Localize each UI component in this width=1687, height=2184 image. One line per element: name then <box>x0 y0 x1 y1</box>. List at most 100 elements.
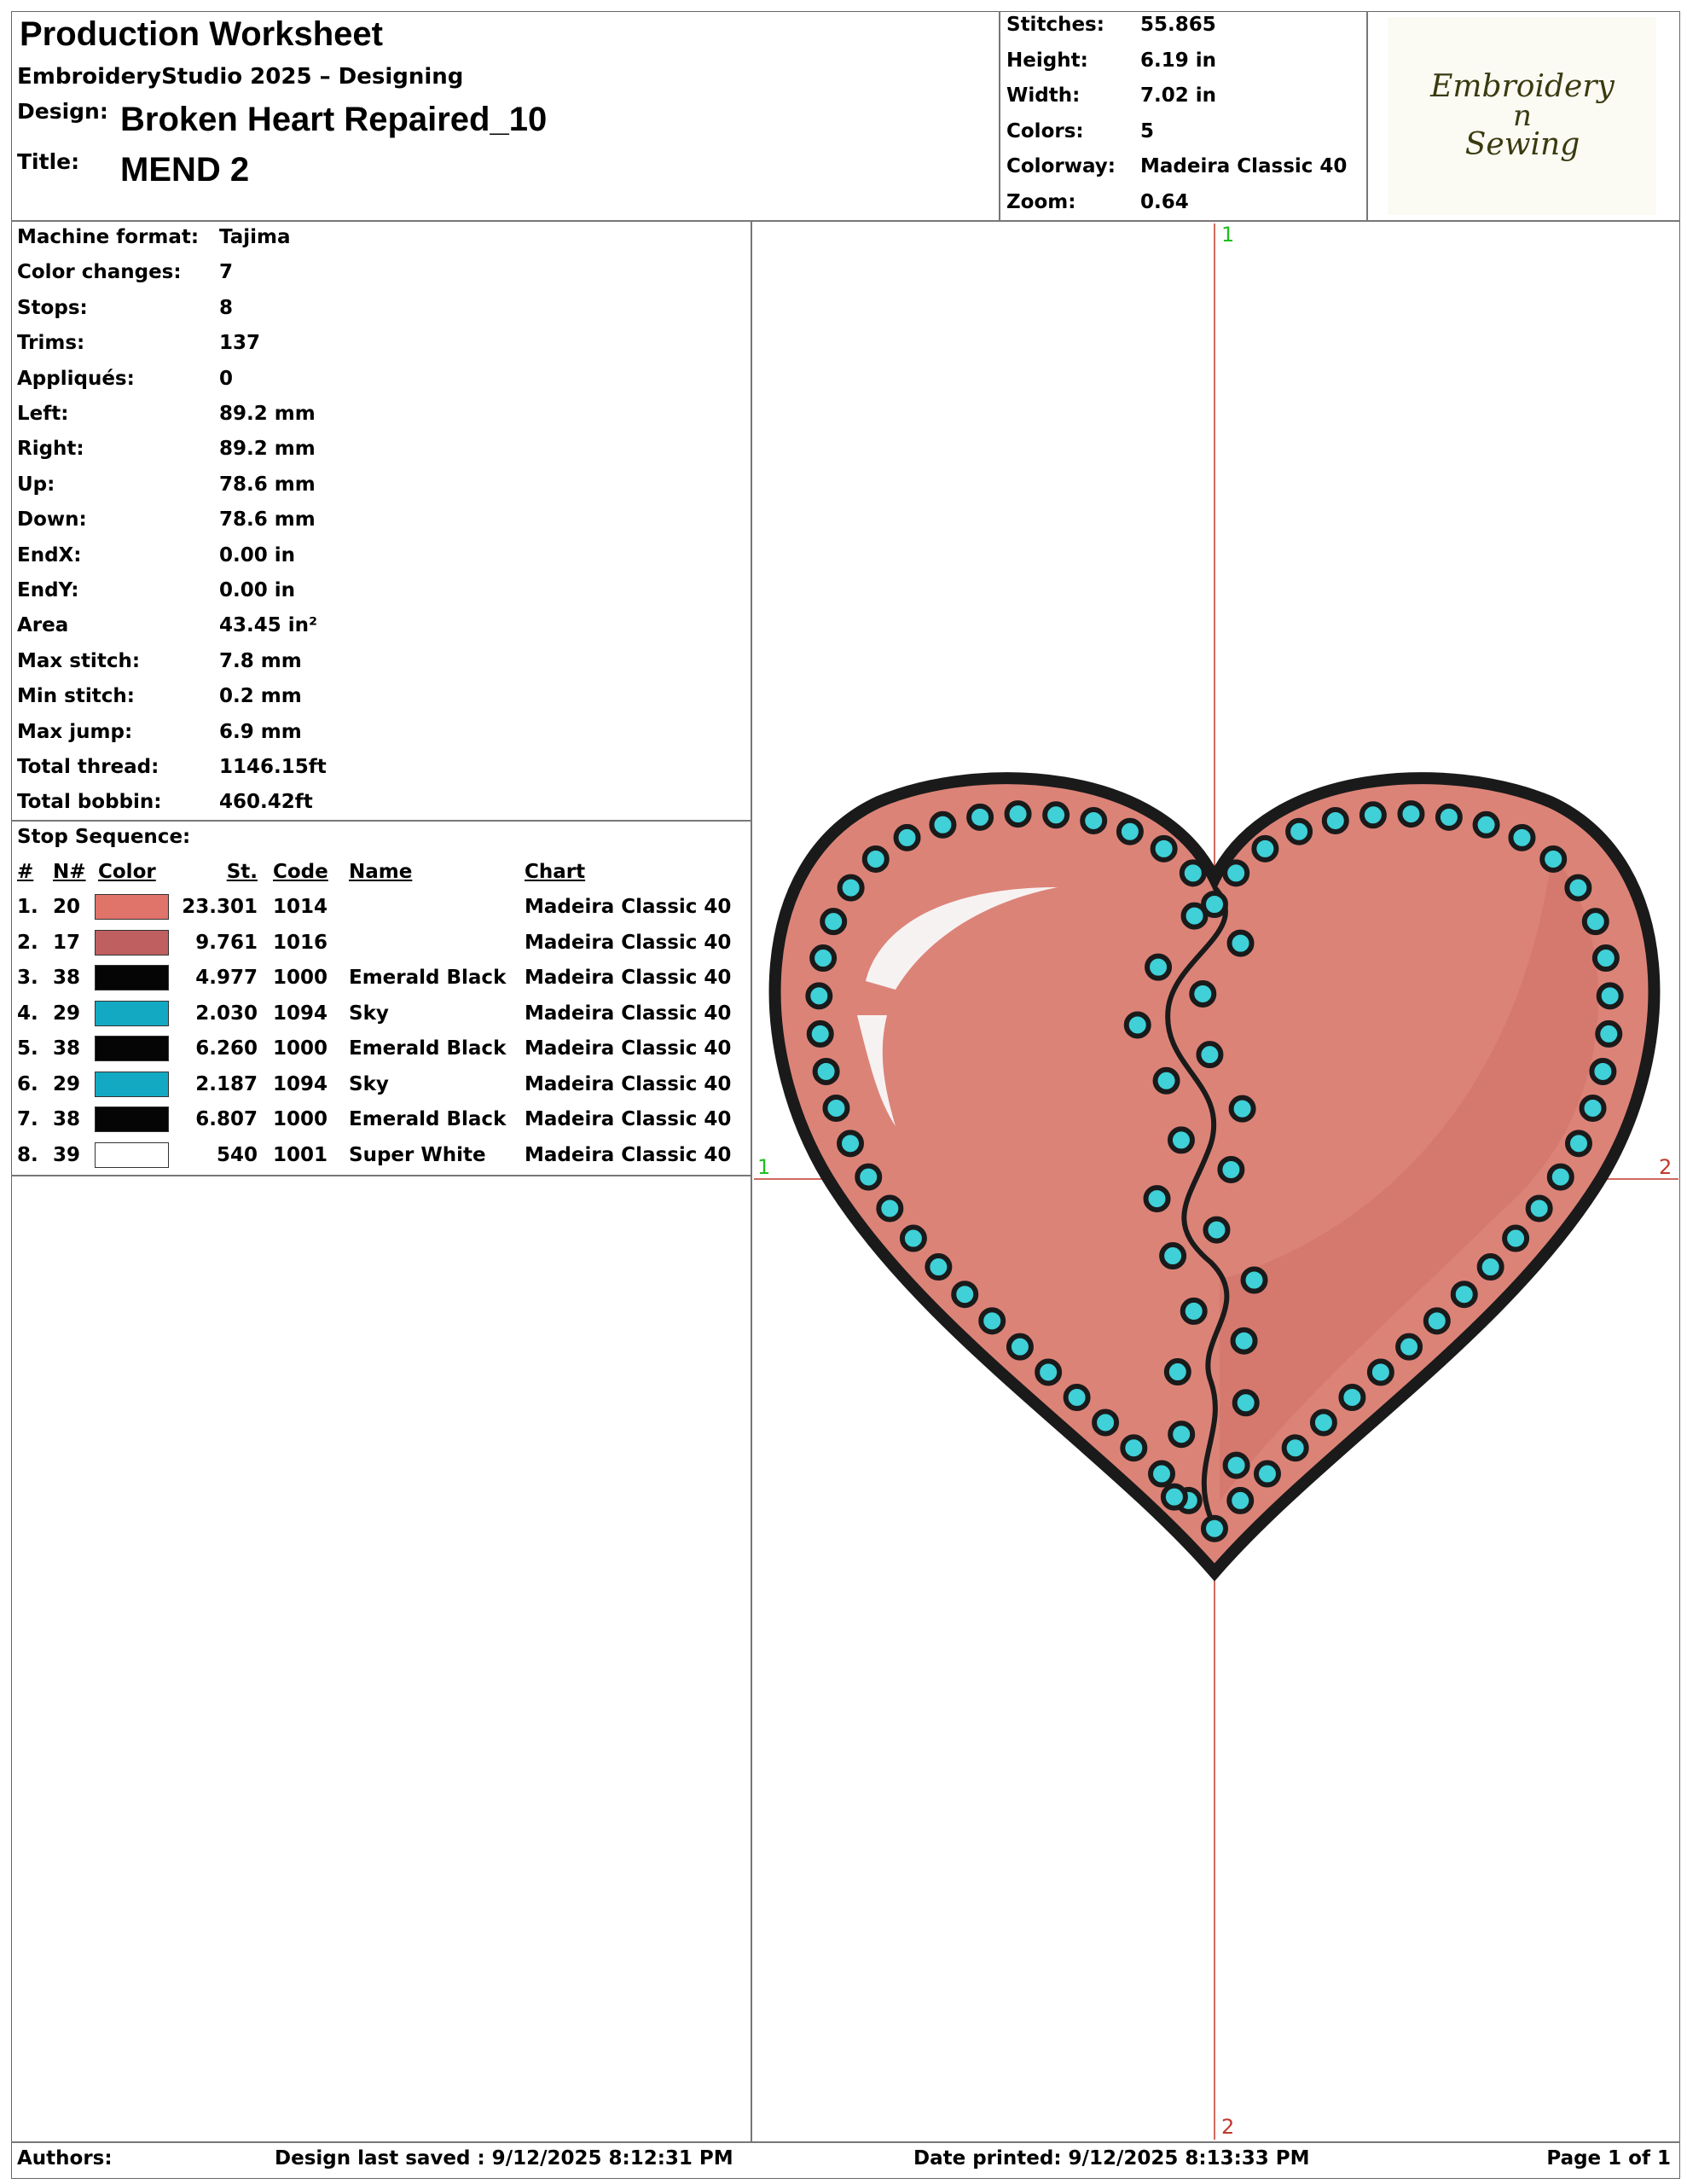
stitch-count: 9.761 <box>195 931 258 954</box>
summary-divider <box>999 11 1000 220</box>
bead <box>1160 1483 1188 1511</box>
bead <box>1226 929 1255 957</box>
stitch-count: 2.030 <box>195 1002 258 1025</box>
stitch-count: 2.187 <box>195 1072 258 1095</box>
bead <box>837 874 865 902</box>
thread-name: Super White <box>349 1143 486 1166</box>
thread-chart: Madeira Classic 40 <box>525 1002 732 1025</box>
stop-number: 8. <box>17 1143 38 1166</box>
bead <box>876 1194 904 1223</box>
thread-name: Sky <box>349 1002 389 1025</box>
detail-label: Area <box>17 614 69 637</box>
detail-value: 78.6 mm <box>219 473 316 496</box>
bead <box>1232 1389 1260 1417</box>
color-swatch <box>95 1071 169 1097</box>
bead <box>1167 1126 1195 1154</box>
bead <box>1201 1514 1229 1542</box>
detail-label: Max stitch: <box>17 649 141 672</box>
bead <box>1179 859 1207 887</box>
stop-number: 1. <box>17 896 38 918</box>
bead <box>1423 1307 1451 1335</box>
bead <box>1143 1185 1171 1213</box>
needle-number: 38 <box>53 1037 81 1060</box>
bead <box>1321 806 1349 834</box>
detail-value: 0.2 mm <box>219 685 302 708</box>
bead <box>1595 1019 1623 1048</box>
color-swatch <box>95 929 169 956</box>
bead <box>1539 845 1568 873</box>
title-label: Title: <box>17 149 80 174</box>
thread-code: 1000 <box>273 1037 328 1060</box>
needle-number: 38 <box>53 967 81 989</box>
detail-label: Total bobbin: <box>17 791 162 814</box>
bead <box>1035 1358 1063 1386</box>
detail-label: EndX: <box>17 543 82 566</box>
bead <box>1366 1358 1394 1386</box>
bead <box>1226 1486 1255 1514</box>
detail-value: 6.9 mm <box>219 720 302 743</box>
thread-chart: Madeira Classic 40 <box>525 967 732 989</box>
detail-label: Color changes: <box>17 261 182 284</box>
thread-code: 1000 <box>273 1108 328 1130</box>
thread-chart: Madeira Classic 40 <box>525 931 732 954</box>
bead <box>1148 1460 1176 1488</box>
detail-value: 7 <box>219 261 234 284</box>
bead <box>861 845 890 873</box>
bead <box>1152 1066 1180 1095</box>
bead <box>1591 944 1620 973</box>
logo-background <box>1388 17 1656 215</box>
highlight <box>866 887 1058 990</box>
bead <box>1228 1095 1256 1123</box>
color-swatch <box>95 1000 169 1026</box>
footer-printed: Date printed: 9/12/2025 8:13:33 PM <box>913 2147 1310 2169</box>
details-divider <box>11 820 751 822</box>
bead <box>1230 1327 1258 1355</box>
detail-value: 8 <box>219 296 234 319</box>
detail-label: Appliqués: <box>17 367 135 390</box>
needle-number: 17 <box>53 931 81 954</box>
detail-value: 89.2 mm <box>219 403 316 425</box>
bead <box>1063 1383 1091 1411</box>
detail-label: Max jump: <box>17 720 133 743</box>
design-label: Design: <box>17 99 108 124</box>
stitch-count: 540 <box>216 1143 258 1166</box>
bead <box>1397 800 1425 828</box>
stop-number: 2. <box>17 931 38 954</box>
bead <box>1150 834 1178 863</box>
bead <box>1189 979 1217 1008</box>
bead <box>893 823 921 851</box>
summary-label: Colorway: <box>1006 155 1116 177</box>
bead <box>925 1253 953 1281</box>
stop-sequence-title: Stop Sequence: <box>17 826 191 848</box>
design-name: Broken Heart Repaired_10 <box>120 101 548 138</box>
summary-value: 55.865 <box>1140 14 1216 36</box>
detail-label: Up: <box>17 473 55 496</box>
title-value: MEND 2 <box>120 151 250 189</box>
bead <box>837 1130 865 1158</box>
bead <box>1285 817 1313 845</box>
bead <box>1163 1358 1191 1386</box>
bead <box>1240 1266 1268 1294</box>
bead <box>1564 1130 1592 1158</box>
needle-number: 38 <box>53 1108 81 1130</box>
summary-label: Stitches: <box>1006 14 1104 36</box>
detail-label: Down: <box>17 508 87 531</box>
column-header: N# <box>53 861 86 883</box>
bead <box>978 1307 1006 1335</box>
bead <box>1159 1242 1187 1270</box>
stop-number: 4. <box>17 1002 38 1025</box>
summary-value: 6.19 in <box>1140 49 1217 72</box>
detail-value: 0 <box>219 367 234 390</box>
summary-value: 7.02 in <box>1140 84 1217 107</box>
bead <box>820 908 848 936</box>
heart-shade <box>1220 853 1599 1502</box>
bead <box>822 1094 850 1122</box>
detail-label: Trims: <box>17 332 85 355</box>
bead <box>805 982 833 1010</box>
bead <box>855 1163 883 1191</box>
bead <box>1589 1057 1617 1085</box>
bead <box>1525 1194 1553 1223</box>
detail-value: 43.45 in² <box>219 614 318 637</box>
summary-label: Colors: <box>1006 119 1084 142</box>
